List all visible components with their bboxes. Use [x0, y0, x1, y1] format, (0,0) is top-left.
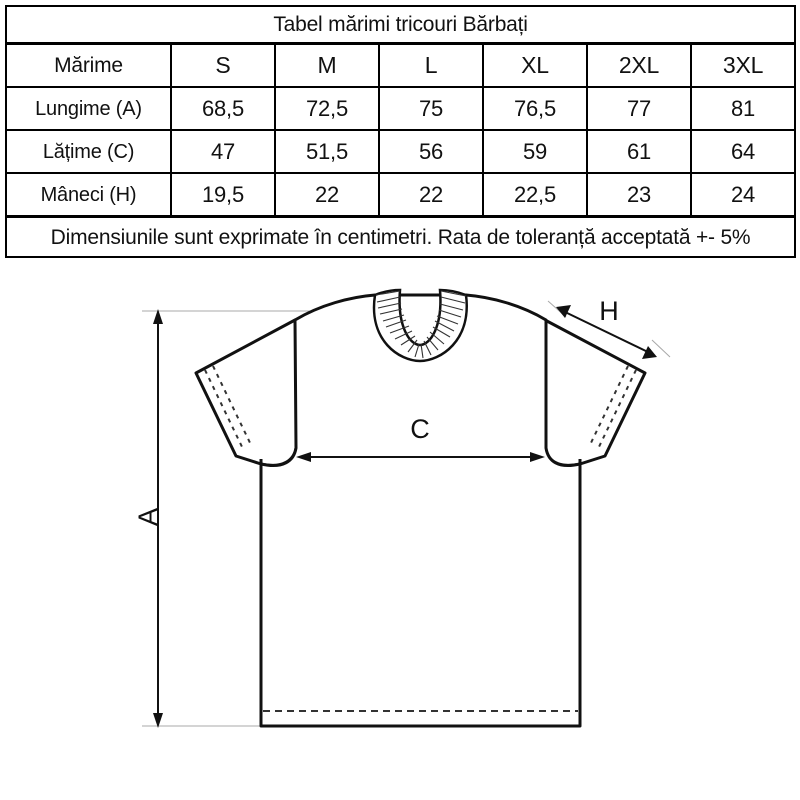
table-footer-row: Dimensiunile sunt exprimate în centimetr…: [4, 215, 797, 258]
dimension-line-length-a: [153, 309, 163, 728]
column-header-l: L: [378, 42, 484, 88]
dimension-line-width-c: [296, 452, 545, 462]
cell-sleeve-2xl: 23: [586, 172, 692, 218]
right-sleeve-shape: [543, 318, 647, 467]
dimension-label-length-a: A: [133, 508, 163, 526]
row-label-length: Lungime (A): [5, 86, 172, 131]
table-title-row: Tabel mărimi tricouri Bărbați: [4, 5, 797, 45]
left-sleeve-shape: [194, 318, 298, 467]
column-header-m: M: [274, 42, 380, 88]
table-title: Tabel mărimi tricouri Bărbați: [4, 5, 797, 45]
right-sleeve-hem-stitch: [588, 365, 637, 452]
left-sleeve-hem-stitch: [204, 365, 253, 452]
cell-width-m: 51,5: [274, 129, 380, 174]
cell-width-2xl: 61: [586, 129, 692, 174]
cell-length-s: 68,5: [170, 86, 276, 131]
table-header-row: Mărime S M L XL 2XL 3XL: [5, 42, 797, 88]
row-label-sleeve: Mâneci (H): [5, 172, 172, 218]
cell-sleeve-xl: 22,5: [482, 172, 588, 218]
cell-length-2xl: 77: [586, 86, 692, 131]
column-header-3xl: 3XL: [689, 42, 797, 88]
cell-length-xl: 76,5: [482, 86, 588, 131]
tshirt-body-shape: [259, 293, 582, 728]
tshirt-diagram: A C H: [0, 245, 800, 800]
row-label-width: Lățime (C): [5, 129, 172, 174]
dimension-label-sleeve-h: H: [599, 296, 619, 326]
cell-width-s: 47: [170, 129, 276, 174]
column-header-size-label: Mărime: [5, 42, 172, 88]
cell-width-l: 56: [378, 129, 484, 174]
cell-length-m: 72,5: [274, 86, 380, 131]
cell-width-xl: 59: [482, 129, 588, 174]
dimension-label-width-c: C: [410, 414, 430, 444]
cell-sleeve-s: 19,5: [170, 172, 276, 218]
collar-ribbing: [372, 288, 468, 363]
table-row: Mâneci (H) 19,5 22 22 22,5 23 24: [5, 172, 797, 218]
cell-sleeve-m: 22: [274, 172, 380, 218]
cell-length-3xl: 81: [689, 86, 797, 131]
size-table: Tabel mărimi tricouri Bărbați Mărime S M…: [4, 5, 797, 258]
cell-length-l: 75: [378, 86, 484, 131]
column-header-xl: XL: [482, 42, 588, 88]
table-row: Lățime (C) 47 51,5 56 59 61 64: [5, 129, 797, 174]
body-side-seams: [259, 459, 582, 726]
table-footer-note: Dimensiunile sunt exprimate în centimetr…: [4, 215, 797, 258]
cell-width-3xl: 64: [689, 129, 797, 174]
column-header-s: S: [170, 42, 276, 88]
cell-sleeve-l: 22: [378, 172, 484, 218]
table-row: Lungime (A) 68,5 72,5 75 76,5 77 81: [5, 86, 797, 131]
cell-sleeve-3xl: 24: [689, 172, 797, 218]
dimension-line-sleeve-h: [556, 305, 657, 359]
column-header-2xl: 2XL: [586, 42, 692, 88]
